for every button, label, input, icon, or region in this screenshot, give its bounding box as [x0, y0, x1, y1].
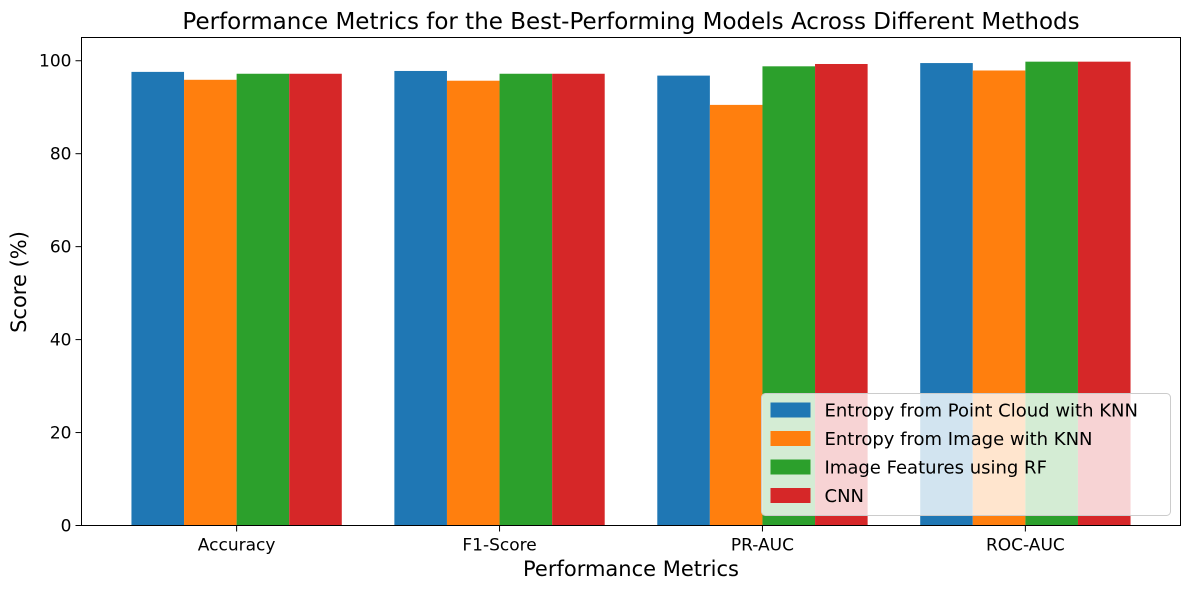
x-tick-label: ROC-AUC [986, 536, 1065, 556]
legend: Entropy from Point Cloud with KNN Entropy… [761, 393, 1171, 516]
x-tick-label: PR-AUC [731, 536, 794, 556]
legend-swatch [770, 459, 811, 475]
legend-swatch [770, 431, 811, 446]
y-tick-label: 0 [61, 517, 72, 537]
bar [236, 73, 290, 526]
chart-title: Performance Metrics for the Best-Perform… [182, 9, 1079, 35]
y-tick-label: 60 [50, 238, 72, 258]
x-tick-label: Accuracy [198, 536, 276, 556]
legend-label: Entropy from Image with KNN [825, 429, 1093, 450]
y-axis-label: Score (%) [7, 231, 31, 333]
bar [184, 79, 237, 526]
y-tick-label: 20 [50, 424, 72, 444]
x-axis: Accuracy F1-Score PR-AUC ROC-AUC [198, 525, 1065, 556]
y-tick-label: 40 [50, 331, 72, 351]
x-axis-label: Performance Metrics [523, 557, 739, 581]
legend-label: Image Features using RF [825, 458, 1047, 479]
bar [289, 73, 342, 526]
bar [657, 75, 710, 526]
y-tick-label: 80 [50, 145, 72, 165]
bar [709, 104, 763, 526]
legend-label: Entropy from Point Cloud with KNN [825, 401, 1138, 422]
x-tick-label: F1-Score [462, 536, 536, 556]
bar [499, 73, 553, 526]
plot-area-frame [81, 37, 1181, 526]
y-axis: 0 20 40 60 80 100 [39, 52, 82, 537]
legend-frame [761, 393, 1171, 516]
bar [131, 71, 185, 526]
legend-swatch [770, 402, 811, 418]
legend-swatch [770, 488, 811, 503]
y-tick-label: 100 [39, 52, 71, 72]
bar [552, 73, 605, 526]
bar [394, 70, 447, 526]
legend-label: CNN [825, 486, 865, 507]
bar [446, 80, 500, 526]
